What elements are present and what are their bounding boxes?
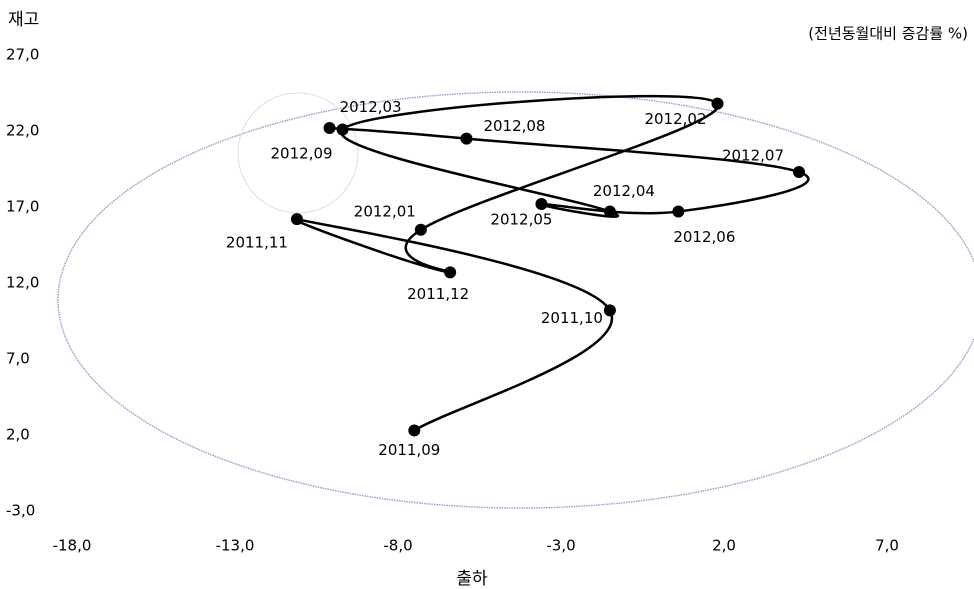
- point-label: 2012,04: [593, 182, 655, 200]
- point: [603, 304, 616, 317]
- point-label: 2012,09: [271, 144, 333, 162]
- point: [408, 424, 421, 437]
- highlight-ellipse: [57, 91, 974, 509]
- point-label: 2012,02: [644, 110, 706, 128]
- y-tick-label: 12,0: [6, 274, 39, 292]
- y-axis-title: 재고: [8, 10, 39, 30]
- point-label: 2012,05: [490, 210, 552, 228]
- point-label: 2011,09: [378, 441, 440, 459]
- highlight-circle: [237, 92, 359, 214]
- point: [535, 197, 548, 210]
- y-tick-label: -3,0: [6, 502, 35, 520]
- point-label: 2012,01: [354, 202, 416, 220]
- point-label: 2011,12: [407, 285, 469, 303]
- x-tick-label: 2,0: [712, 537, 736, 555]
- y-tick-label: 27,0: [6, 46, 39, 64]
- x-tick-label: -13,0: [216, 537, 255, 555]
- point-label: 2011,11: [226, 234, 288, 252]
- point-label: 2011,10: [541, 309, 603, 327]
- point: [323, 121, 336, 134]
- y-tick-label: 2,0: [6, 426, 30, 444]
- x-axis-title: 출하: [456, 569, 488, 589]
- point-label: 2012,06: [673, 228, 735, 246]
- point: [711, 97, 724, 110]
- y-tick-label: 7,0: [6, 350, 30, 368]
- y-tick-label: 17,0: [6, 198, 39, 216]
- point-label: 2012,07: [722, 147, 784, 165]
- point: [414, 223, 427, 236]
- point: [603, 205, 616, 218]
- x-tick-label: -8,0: [383, 537, 412, 555]
- note: (전년동월대비 증감률 %): [808, 25, 968, 43]
- point: [792, 166, 805, 179]
- point: [460, 132, 473, 145]
- x-tick-label: -18,0: [53, 537, 92, 555]
- x-tick-label: 7,0: [875, 537, 899, 555]
- y-tick-label: 22,0: [6, 122, 39, 140]
- point-label: 2012,03: [340, 98, 402, 116]
- point-label: 2012,08: [483, 117, 545, 135]
- point: [290, 213, 303, 226]
- point: [444, 266, 457, 279]
- x-tick-label: -3,0: [546, 537, 575, 555]
- point: [336, 123, 349, 136]
- point: [672, 205, 685, 218]
